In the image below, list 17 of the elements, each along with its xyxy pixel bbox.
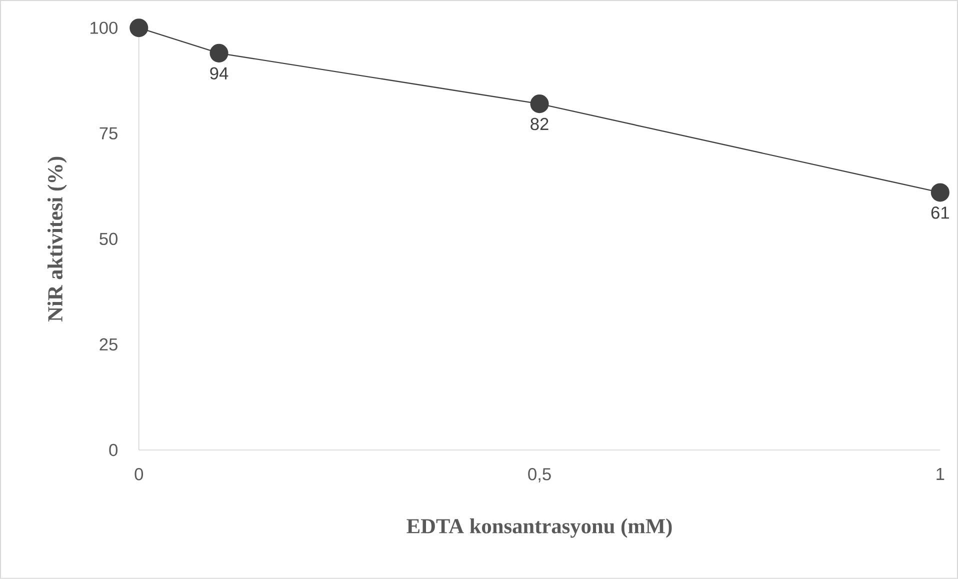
point bbox=[130, 18, 148, 38]
x-tick-label: 0,5 bbox=[528, 468, 551, 482]
x-tick-label: 1 bbox=[936, 468, 944, 480]
y-axis-title: NiR aktivitesi (%) bbox=[47, 156, 67, 322]
y-tick-label: 0 bbox=[109, 444, 118, 456]
x-tick-label: 0 bbox=[134, 468, 144, 480]
y-tick-label: 100 bbox=[90, 22, 118, 34]
point bbox=[930, 183, 950, 202]
data-label: 94 bbox=[210, 67, 228, 80]
y-tick-label: 50 bbox=[100, 232, 118, 246]
point bbox=[210, 44, 228, 62]
data-label: 82 bbox=[530, 118, 548, 130]
point bbox=[530, 94, 549, 114]
data-label: 61 bbox=[931, 206, 949, 219]
y-tick-label: 25 bbox=[100, 338, 118, 351]
x-axis-title: EDTA konsantrasyonu (mM) bbox=[406, 518, 672, 538]
y-tick-label: 75 bbox=[100, 127, 118, 140]
